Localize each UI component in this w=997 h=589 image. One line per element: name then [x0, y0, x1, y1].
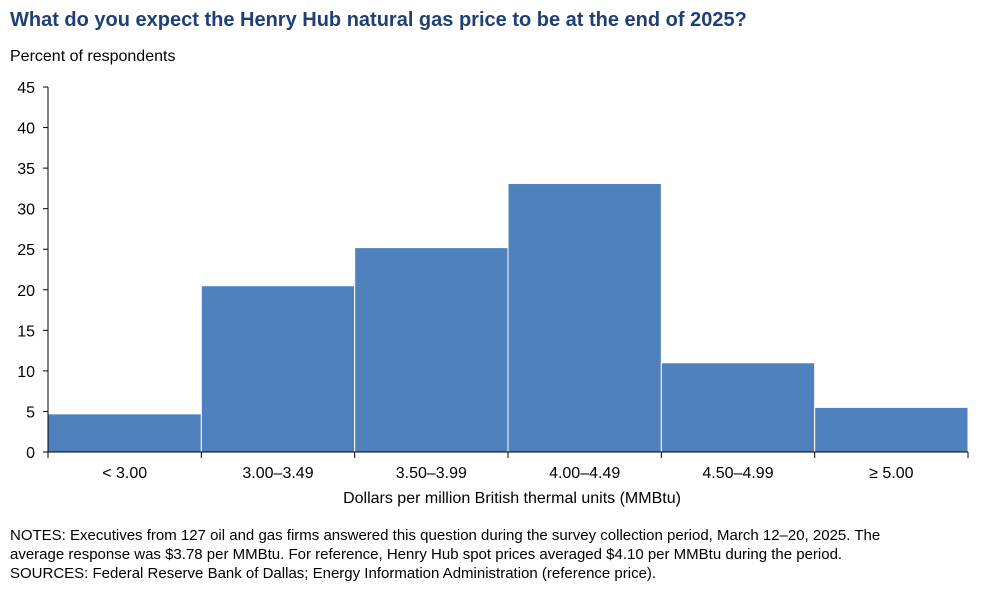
y-tick-label-1: 5: [26, 404, 35, 421]
bar-0: [47, 413, 202, 453]
bars-group: [47, 183, 969, 453]
y-tick-label-9: 45: [17, 80, 35, 97]
notes-line-2: average response was $3.78 per MMBtu. Fo…: [10, 546, 843, 563]
y-tick-label-5: 25: [17, 242, 35, 259]
x-tick-label-1: 3.00–3.49: [242, 465, 313, 482]
axes-group: 0 5 10 15 20 25 30 35 40 45 < 3.00 3.00–3.49 3.50–3.…: [17, 80, 969, 482]
y-tick-label-0: 0: [26, 445, 35, 462]
bar-4: [660, 362, 816, 453]
bar-2: [354, 247, 509, 453]
x-tick-label-4: 4.50–4.99: [702, 465, 773, 482]
y-tick-label-7: 35: [17, 161, 35, 178]
x-tick-label-2: 3.50–3.99: [396, 465, 467, 482]
bar-1: [200, 285, 356, 453]
y-tick-label-8: 40: [17, 121, 35, 138]
y-tick-label-4: 20: [17, 283, 35, 300]
bar-chart: 0 5 10 15 20 25 30 35 40 45 < 3.00 3.00–3.49 3.50–3.…: [17, 80, 969, 507]
bar-3: [507, 183, 662, 453]
y-tick-label-6: 30: [17, 202, 35, 219]
y-tick-label-3: 15: [17, 323, 35, 340]
y-axis-label: Percent of respondents: [10, 48, 176, 65]
x-tick-label-5: ≥ 5.00: [869, 465, 913, 482]
x-axis-label: Dollars per million British thermal unit…: [343, 490, 681, 507]
bar-5: [814, 406, 969, 453]
notes-line-1: NOTES: Executives from 127 oil and gas f…: [10, 527, 881, 544]
y-tick-label-2: 10: [17, 364, 35, 381]
x-tick-label-3: 4.00–4.49: [549, 465, 620, 482]
x-tick-label-0: < 3.00: [102, 465, 147, 482]
notes-block: NOTES: Executives from 127 oil and gas f…: [10, 526, 990, 583]
chart-title: What do you expect the Henry Hub natural…: [10, 9, 747, 31]
sources-line: SOURCES: Federal Reserve Bank of Dallas;…: [10, 565, 657, 582]
